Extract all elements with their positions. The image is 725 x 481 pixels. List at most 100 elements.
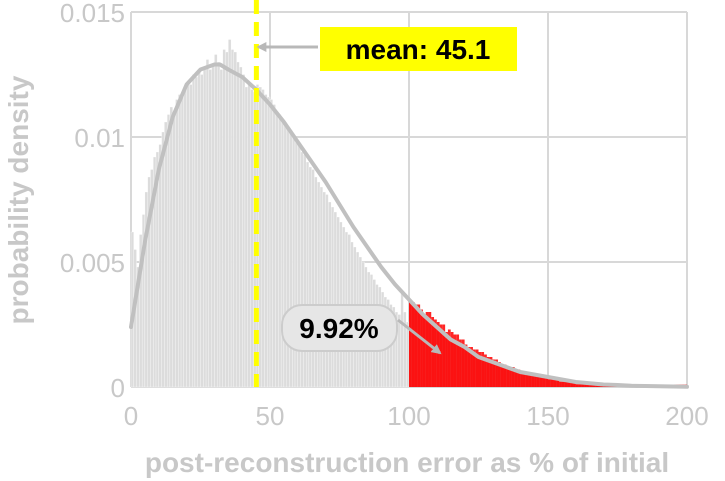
tail-histogram-bar [484, 354, 487, 387]
tail-histogram-bar [567, 382, 571, 387]
histogram-bar [236, 61, 240, 388]
histogram-bar [183, 86, 187, 388]
tail-histogram-bar [509, 367, 512, 387]
histogram-bar [322, 191, 326, 388]
histogram-bar [222, 49, 226, 388]
tail-histogram-bar [578, 384, 582, 387]
histogram-bar [219, 69, 223, 388]
histogram-bar [230, 49, 235, 388]
tail-histogram-bar [581, 384, 585, 387]
mean-label: mean: 45.1 [346, 34, 491, 65]
histogram-bar [175, 99, 179, 388]
fit-curve-line [129, 62, 689, 389]
tail-histogram-bar [553, 379, 557, 387]
histogram-bar [178, 94, 182, 388]
histogram-bar [317, 181, 321, 388]
histogram-bar [283, 124, 287, 388]
histogram-bar [278, 114, 282, 388]
tail-histogram-bar [486, 357, 490, 387]
x-tick-label: 200 [665, 401, 708, 431]
tail-histogram-bar [442, 324, 446, 387]
histogram-bar [250, 89, 254, 388]
x-tick-label: 50 [256, 401, 285, 431]
tail-histogram-bar [425, 312, 429, 387]
tail-histogram-bar [511, 367, 515, 387]
histogram-bar [158, 144, 162, 388]
tail-histogram-bar [472, 349, 476, 387]
histogram-bar [161, 131, 165, 388]
tail-histogram-bar [492, 359, 496, 387]
histogram-bar [397, 314, 401, 388]
tail-histogram-bar [564, 382, 568, 387]
histogram-bar [211, 64, 215, 388]
tail-histogram-bar [556, 379, 560, 387]
tail-histogram-bar [420, 309, 423, 387]
tail-histogram-bar [561, 382, 565, 387]
x-tick-label: 0 [124, 401, 138, 431]
tail-histogram-bar [431, 317, 435, 387]
histogram-bar [269, 99, 273, 388]
x-tick-label: 150 [526, 401, 569, 431]
histogram-bar [194, 76, 198, 388]
tail-percentage-badge [281, 304, 398, 352]
histogram-bar [233, 51, 237, 388]
y-tick-label: 0.005 [60, 248, 125, 278]
y-tick-label: 0.01 [74, 123, 125, 153]
tail-histogram-bar [428, 312, 432, 387]
histogram-bar [261, 89, 265, 388]
histogram-bar [303, 154, 307, 388]
tail-histogram-bar [536, 377, 540, 387]
tail-histogram-bar [575, 384, 579, 387]
tail-histogram-bar [414, 304, 418, 387]
tail-histogram-bar [542, 377, 546, 387]
histogram-bar [208, 69, 212, 388]
tail-histogram-bar [489, 357, 493, 387]
tail-histogram-bar [459, 339, 462, 387]
histogram-bar [203, 66, 207, 388]
tail-histogram-bar [517, 369, 521, 387]
tail-histogram-bar [500, 364, 504, 387]
histogram-bar [305, 161, 310, 388]
histogram-bar [400, 291, 404, 388]
histogram-bar [244, 86, 248, 388]
tail-histogram-bar [559, 382, 562, 387]
tail-histogram-bar [434, 319, 437, 387]
histogram-bar [267, 96, 271, 388]
tail-histogram-bar [534, 374, 537, 387]
tail-arrow [397, 318, 442, 355]
tail-histogram-bar [520, 372, 523, 387]
tail-histogram-bar [422, 314, 426, 387]
tail-histogram-bar [586, 384, 590, 387]
tail-histogram-bar [522, 372, 526, 387]
x-tick-labels: 0 50 100 150 200 [124, 401, 709, 431]
histogram-bar [239, 66, 243, 388]
histogram-bar [286, 126, 290, 388]
histogram-bar [247, 81, 251, 388]
tail-histogram-bar [573, 382, 576, 387]
tail-percentage-label: 9.92% [299, 313, 378, 344]
y-tick-label: 0 [111, 373, 125, 403]
tail-histogram-bar [506, 367, 510, 387]
histogram-bar [166, 114, 171, 388]
histogram-bar [180, 96, 184, 388]
tail-histogram-bar [445, 332, 448, 387]
tail-histogram-bar [495, 359, 498, 387]
histogram-bar [272, 104, 276, 388]
tail-histogram-bar [531, 374, 535, 387]
tail-histogram-bar [584, 384, 587, 387]
histogram-bar [172, 111, 176, 388]
tail-histogram-bar [514, 369, 518, 387]
histogram-bar [169, 106, 173, 388]
tail-histogram-bar [528, 374, 532, 387]
tail-histogram-bar [417, 304, 421, 387]
y-axis-title: probability density [3, 75, 34, 324]
histogram-bar [406, 321, 410, 388]
tail-histogram-bar [411, 302, 415, 387]
tail-histogram-bar [461, 339, 465, 387]
tail-histogram-bar [592, 384, 596, 387]
tail-histogram-bar [539, 377, 543, 387]
histogram-bar [331, 206, 335, 388]
tail-histogram-bar [548, 379, 551, 387]
histogram-bar [225, 51, 229, 388]
